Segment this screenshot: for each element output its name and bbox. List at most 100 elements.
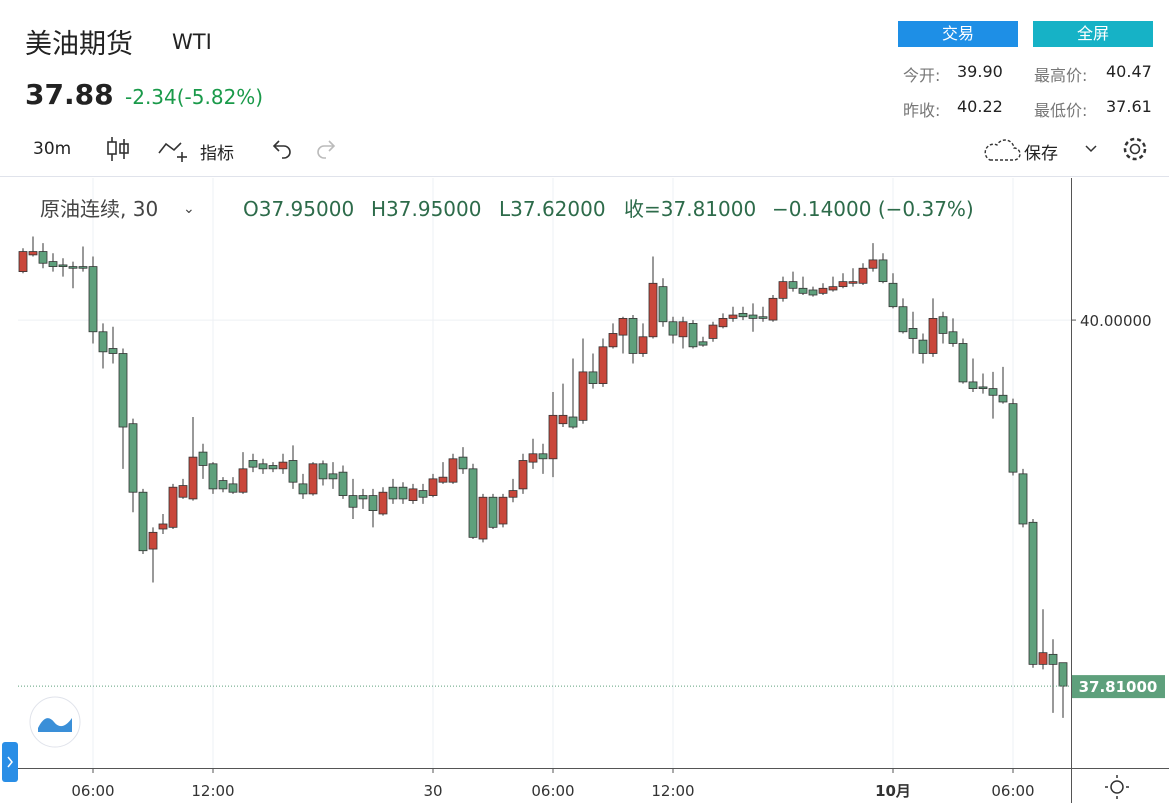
title: 美油期货: [25, 29, 133, 60]
candle-body: [998, 394, 1008, 403]
legend-dropdown[interactable]: ⌄: [183, 201, 195, 217]
candle-icon[interactable]: [104, 135, 132, 163]
candle-body: [488, 496, 498, 528]
candle-body: [728, 314, 738, 319]
interval-button[interactable]: 30m: [33, 139, 72, 159]
candle-body: [868, 259, 878, 269]
candle-body: [188, 456, 198, 500]
candle-body: [1028, 521, 1038, 665]
candle-body: [788, 281, 798, 289]
candle-body: [348, 495, 358, 508]
candle-body: [738, 312, 748, 318]
candle-body: [958, 343, 968, 383]
indicator-button[interactable]: 指标: [200, 144, 234, 164]
candle-body: [508, 490, 518, 498]
candle-body: [68, 266, 78, 269]
candle-body: [718, 317, 728, 328]
candle-body: [1048, 653, 1058, 665]
candle-body: [778, 281, 788, 299]
candle-body: [208, 463, 218, 490]
candle-body: [698, 341, 708, 346]
candle-body: [368, 495, 378, 512]
candle-body: [658, 286, 668, 323]
candle-body: [1018, 473, 1028, 525]
candle-body: [238, 468, 248, 493]
candle-body: [248, 460, 258, 468]
candle-body: [818, 287, 828, 294]
candle-body: [848, 281, 858, 284]
candle-body: [338, 471, 348, 496]
candle-body: [768, 297, 778, 321]
candle-body: [298, 483, 308, 495]
legend-high: H37.95000: [371, 197, 481, 221]
candle-body: [118, 353, 128, 428]
legend-close: 收=37.81000: [624, 197, 756, 221]
candle-body: [588, 371, 598, 384]
candle-body: [398, 486, 408, 500]
candle-body: [128, 423, 138, 493]
stat-value: 37.61: [1106, 97, 1152, 116]
candle-body: [918, 339, 928, 354]
candle-body: [948, 331, 958, 344]
candle-body: [928, 317, 938, 354]
candle-body: [748, 314, 758, 319]
candle-body: [518, 460, 528, 490]
candle-body: [428, 478, 438, 496]
y-tick-label: 40.00000: [1080, 312, 1152, 330]
x-tick-label: 30: [423, 782, 442, 800]
candle-body: [618, 317, 628, 336]
candle-body: [108, 348, 118, 354]
candle-body: [628, 317, 638, 354]
candle-body: [18, 251, 28, 272]
candle-body: [988, 388, 998, 396]
candle-body: [608, 333, 618, 348]
candle-body: [938, 316, 948, 334]
settings-icon[interactable]: [1120, 134, 1150, 164]
candle-body: [58, 264, 68, 267]
theme-icon[interactable]: [1105, 775, 1129, 799]
indicator-icon[interactable]: [157, 137, 193, 163]
legend-change: −0.14000 (−0.37%): [772, 197, 974, 221]
save-button[interactable]: 保存: [1024, 144, 1058, 164]
candle-body: [898, 306, 908, 333]
candle-body: [378, 491, 388, 515]
candle-body: [408, 488, 418, 501]
candle-body: [908, 328, 918, 339]
fullscreen-button[interactable]: 全屏: [1033, 21, 1153, 47]
candle-body: [808, 289, 818, 296]
candle-body: [668, 321, 678, 336]
candle-body: [78, 266, 88, 269]
last-price-label: 37.81000: [1079, 678, 1158, 696]
stat-value: 40.47: [1106, 62, 1152, 81]
candle-body: [498, 496, 508, 525]
candle-body: [478, 496, 488, 540]
candle-body: [638, 336, 648, 354]
cloud-icon[interactable]: [982, 136, 1022, 164]
candle-body: [138, 491, 148, 552]
candle-body: [648, 282, 658, 338]
candle-body: [678, 321, 688, 338]
candle-body: [568, 416, 578, 428]
last-price-box: [1072, 675, 1165, 699]
candle-body: [98, 331, 108, 353]
candle-body: [578, 371, 588, 421]
dropdown-icon[interactable]: [1083, 142, 1099, 156]
stat-label: 昨收:: [903, 101, 941, 120]
logo[interactable]: [29, 696, 81, 748]
trade-button[interactable]: 交易: [898, 21, 1018, 47]
candle-body: [888, 282, 898, 308]
candle-body: [858, 267, 868, 284]
candle-body: [358, 495, 368, 500]
side-tab[interactable]: [2, 742, 18, 782]
candle-body: [878, 259, 888, 283]
candle-body: [308, 463, 318, 495]
stat-value: 39.90: [957, 62, 1003, 81]
candle-body: [1038, 652, 1048, 665]
candle-body: [978, 386, 988, 389]
stat-value: 40.22: [957, 97, 1003, 116]
candle-body: [328, 473, 338, 480]
undo-redo[interactable]: [270, 138, 340, 162]
candle-body: [1008, 403, 1018, 473]
